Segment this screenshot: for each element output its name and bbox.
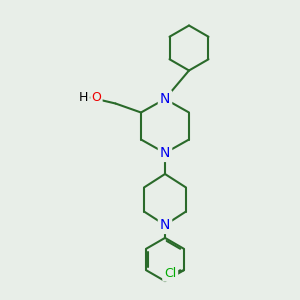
Text: Cl: Cl bbox=[164, 267, 176, 280]
Text: N: N bbox=[160, 218, 170, 232]
Text: O: O bbox=[92, 91, 101, 104]
Text: N: N bbox=[160, 146, 170, 160]
Text: H: H bbox=[79, 91, 88, 104]
Text: N: N bbox=[160, 92, 170, 106]
